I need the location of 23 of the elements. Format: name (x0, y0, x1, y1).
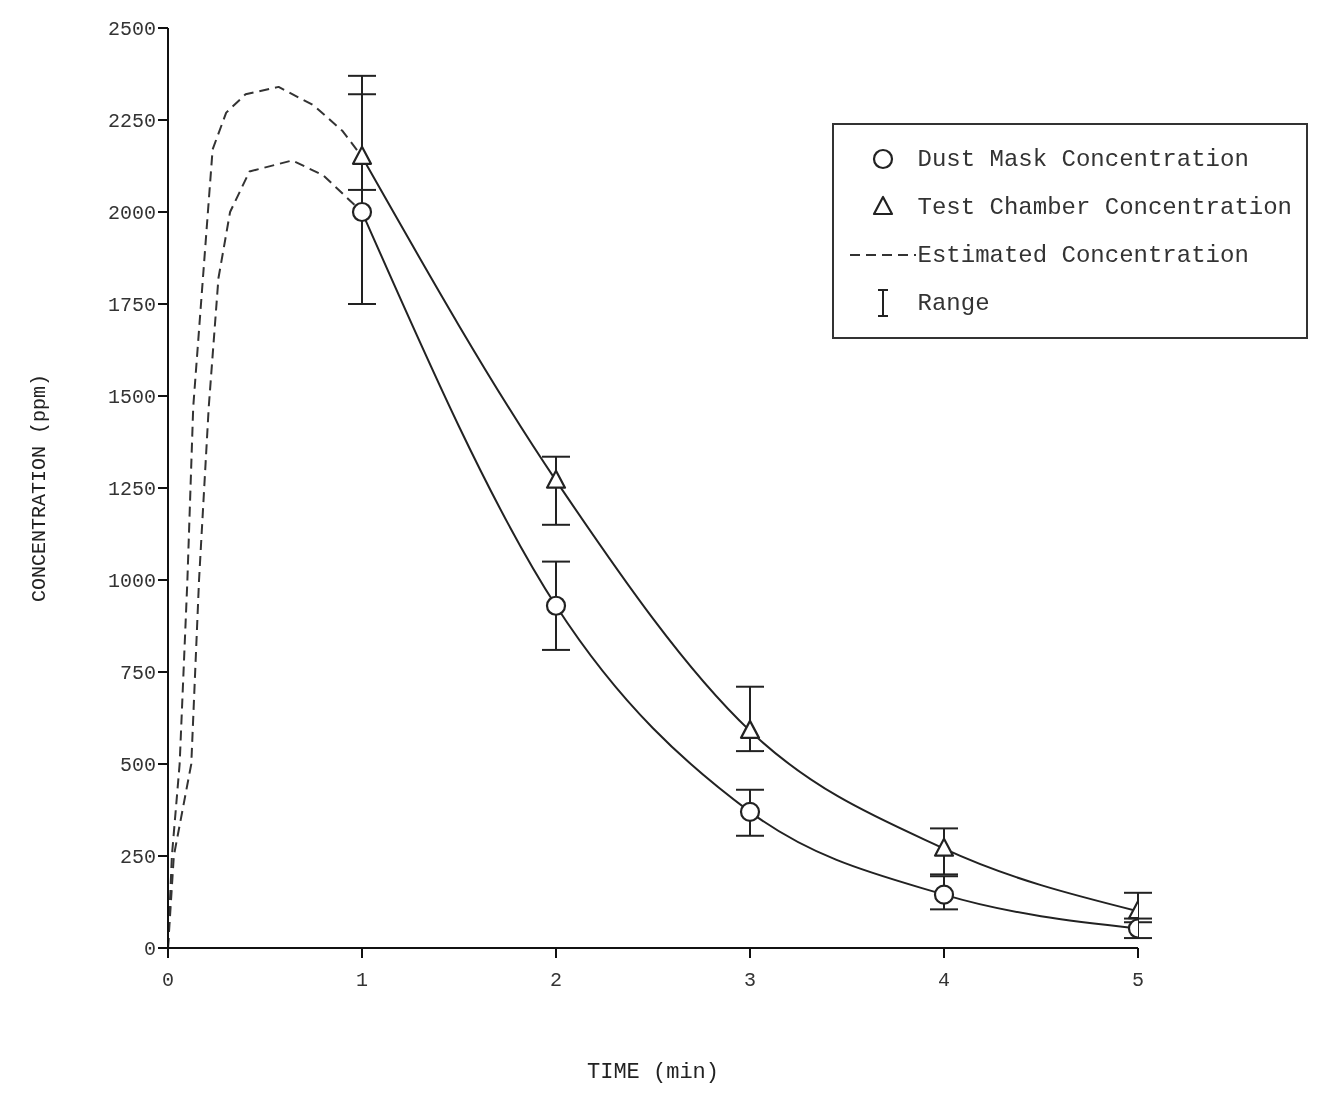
y-tick-label: 500 (119, 754, 156, 778)
legend-label: Dust Mask Concentration (917, 145, 1249, 173)
x-tick-label: 3 (743, 969, 757, 993)
y-tick-label: 2500 (107, 18, 156, 42)
x-tick-label: 4 (937, 969, 951, 993)
x-tick-label: 2 (549, 969, 563, 993)
legend-label: Test Chamber Concentration (917, 193, 1292, 221)
y-tick-label: 750 (119, 662, 156, 686)
y-tick-label: 1000 (107, 570, 156, 594)
y-tick-label: 1500 (107, 386, 156, 410)
x-tick-label: 5 (1131, 969, 1145, 993)
y-tick-label: 0 (143, 938, 156, 962)
x-tick-label: 0 (161, 969, 175, 993)
y-tick-label: 1750 (107, 294, 156, 318)
legend-label: Estimated Concentration (917, 241, 1249, 269)
y-tick-label: 2000 (107, 202, 156, 226)
x-axis-title: TIME (min) (586, 1060, 720, 1085)
y-tick-label: 1250 (107, 478, 156, 502)
y-tick-label: 250 (119, 846, 156, 870)
x-tick-label: 1 (355, 969, 369, 993)
y-axis-title: CONCENTRATION (ppm) (28, 373, 52, 603)
y-tick-label: 2250 (107, 110, 156, 134)
annotation: Range (917, 289, 990, 317)
